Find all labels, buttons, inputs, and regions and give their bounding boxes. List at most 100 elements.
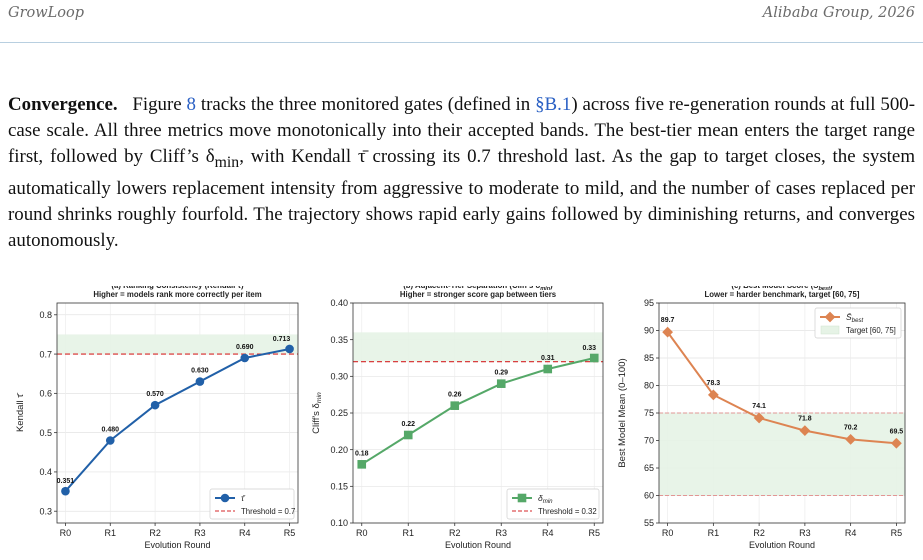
legend-threshold-label: Threshold = 0.7 xyxy=(241,507,295,516)
data-label: 69.5 xyxy=(890,428,904,435)
x-tick-label: R3 xyxy=(194,528,206,538)
y-tick-label: 80 xyxy=(644,381,654,391)
figure-ref-link[interactable]: 8 xyxy=(186,94,196,115)
x-tick-label: R4 xyxy=(542,528,554,538)
y-tick-label: 60 xyxy=(644,491,654,501)
x-tick-label: R0 xyxy=(60,528,72,538)
y-tick-label: 0.7 xyxy=(39,349,52,359)
paragraph-text-4: , with Kendall τ̄ crossing its 0.7 thres… xyxy=(8,146,916,252)
series-line xyxy=(64,347,290,492)
legend-band-label: Target [60, 75] xyxy=(846,326,896,335)
figure-8: 0.3 0.4 0.5 0.6 0.7 0.8 R0 R1 R2 R3 R4 R5 0.351 0.480… xyxy=(0,281,923,555)
legend: τ̄ Threshold = 0.7 xyxy=(209,488,295,520)
y-tick-label: 0.40 xyxy=(330,298,348,308)
paragraph-text-1: Figure xyxy=(132,94,187,115)
y-tick-label: 75 xyxy=(644,408,654,418)
x-tick-label: R5 xyxy=(284,528,296,538)
series-line xyxy=(666,331,897,445)
chart-title: (b) Adjacent-Tier Separation (Cliff's δm… xyxy=(403,286,553,292)
paragraph-subscript-min: min xyxy=(214,153,240,171)
legend-series-label: S̄best xyxy=(846,312,864,324)
y-axis-label: Best Model Mean (0–100) xyxy=(617,358,628,467)
x-tick-label: R2 xyxy=(753,528,765,538)
data-point xyxy=(105,436,115,445)
x-tick-label: R0 xyxy=(662,528,674,538)
data-label: 71.8 xyxy=(798,416,812,423)
y-tick-label: 0.8 xyxy=(39,310,52,320)
y-tick-label: 0.30 xyxy=(330,372,348,382)
data-point xyxy=(496,379,506,388)
target-band xyxy=(353,332,603,362)
data-point xyxy=(240,353,250,363)
figure-svg: 0.3 0.4 0.5 0.6 0.7 0.8 R0 R1 R2 R3 R4 R5 0.351 0.480… xyxy=(15,281,906,550)
paragraph-text-3: ) across five re-generation rounds at fu… xyxy=(8,94,916,168)
chart-panel-2: 0.10 0.15 0.20 0.25 0.30 0.35 0.40 R0 R1 R2 R3 R4 R5… xyxy=(311,281,604,550)
data-label: 0.351 xyxy=(57,478,75,485)
y-tick-label: 55 xyxy=(644,518,654,528)
header-left-title: GrowLoop xyxy=(8,5,85,21)
section-ref-link[interactable]: §B.1 xyxy=(535,94,572,115)
x-tick-label: R2 xyxy=(449,528,461,538)
axes-frame xyxy=(56,302,299,524)
x-tick-label: R1 xyxy=(402,528,414,538)
y-tick-label: 65 xyxy=(644,463,654,473)
convergence-paragraph: Convergence. Figure 8 tracks the three m… xyxy=(8,92,915,254)
y-tick-label: 0.5 xyxy=(39,428,52,438)
legend-series-label: δmin xyxy=(538,493,553,505)
data-point xyxy=(61,486,70,496)
data-point xyxy=(753,412,765,424)
legend: S̄best Target [60, 75] xyxy=(814,307,902,339)
data-point xyxy=(707,389,719,401)
data-point xyxy=(799,425,811,436)
header-right-affiliation: Alibaba Group, 2026 xyxy=(762,5,915,21)
legend: δmin Threshold = 0.32 xyxy=(506,488,600,520)
data-label: 0.26 xyxy=(448,392,462,399)
x-tick-label: R3 xyxy=(799,528,811,538)
x-tick-label: R4 xyxy=(845,528,857,538)
data-label: 0.713 xyxy=(273,336,291,343)
data-label: 0.31 xyxy=(541,355,555,362)
x-tick-label: R0 xyxy=(356,528,368,538)
data-point xyxy=(195,377,205,386)
target-band xyxy=(57,334,298,355)
target-band xyxy=(659,413,905,496)
chart-panel-1: 0.3 0.4 0.5 0.6 0.7 0.8 R0 R1 R2 R3 R4 R5 0.351 0.480… xyxy=(15,281,299,550)
y-tick-label: 0.25 xyxy=(330,408,348,418)
legend-band-swatch xyxy=(820,325,840,335)
chart-title: (c) Best Model Score (S̄best) xyxy=(731,286,833,292)
data-label: 0.570 xyxy=(146,391,164,398)
x-tick-label: R1 xyxy=(708,528,720,538)
data-label: 0.690 xyxy=(236,344,254,351)
x-axis-label: Evolution Round xyxy=(144,540,210,550)
x-tick-label: R5 xyxy=(588,528,600,538)
data-label: 0.18 xyxy=(355,450,369,457)
chart-subtitle: Higher = models rank more correctly per … xyxy=(93,290,261,299)
x-tick-label: R5 xyxy=(891,528,903,538)
data-point xyxy=(285,344,294,354)
y-tick-label: 0.4 xyxy=(39,467,52,477)
x-axis-label: Evolution Round xyxy=(749,540,815,550)
y-axis-label: Kendall τ̄ xyxy=(15,392,26,432)
paragraph-text-2: tracks the three monitored gates (define… xyxy=(195,94,536,115)
data-label: 0.630 xyxy=(191,368,209,375)
data-label: 78.3 xyxy=(707,380,721,387)
data-point xyxy=(450,401,460,410)
y-tick-label: 0.35 xyxy=(330,335,348,345)
legend-threshold-label: Threshold = 0.32 xyxy=(538,507,597,516)
data-point xyxy=(357,460,367,469)
y-tick-label: 95 xyxy=(644,298,654,308)
y-tick-label: 0.15 xyxy=(330,482,348,492)
chart-panel-3: 55 60 65 70 75 80 85 90 95 R0 R1 R2 R3 R4 R5 89.7 78.3 74… xyxy=(617,281,906,550)
y-tick-label: 0.20 xyxy=(330,445,348,455)
series-line xyxy=(361,357,595,466)
legend-series-marker xyxy=(517,493,527,503)
data-label: 0.29 xyxy=(494,370,508,377)
data-label: 74.1 xyxy=(752,403,766,410)
data-point xyxy=(403,430,413,440)
data-point xyxy=(845,434,857,445)
page-header: GrowLoop Alibaba Group, 2026 xyxy=(0,0,923,43)
x-tick-label: R1 xyxy=(105,528,117,538)
y-tick-label: 70 xyxy=(644,436,654,446)
data-point xyxy=(589,353,599,363)
chart-title: (a) Ranking Consistency (Kendall τ̄) xyxy=(111,286,244,290)
